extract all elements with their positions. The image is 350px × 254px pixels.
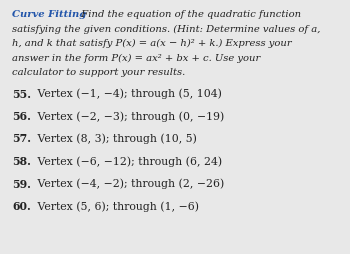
Text: answer in the form P(x) = ax² + bx + c. Use your: answer in the form P(x) = ax² + bx + c. … (12, 54, 260, 63)
Text: 56.: 56. (12, 111, 31, 122)
Text: Vertex (−1, −4); through (5, 104): Vertex (−1, −4); through (5, 104) (34, 88, 222, 99)
Text: 58.: 58. (12, 156, 31, 167)
Text: Find the equation of the quadratic function: Find the equation of the quadratic funct… (75, 10, 301, 19)
Text: 59.: 59. (12, 179, 31, 189)
Text: Vertex (8, 3); through (10, 5): Vertex (8, 3); through (10, 5) (34, 134, 197, 144)
Text: Vertex (−4, −2); through (2, −26): Vertex (−4, −2); through (2, −26) (34, 179, 224, 189)
Text: 60.: 60. (12, 201, 31, 212)
Text: 57.: 57. (12, 134, 31, 145)
Text: Vertex (−6, −12); through (6, 24): Vertex (−6, −12); through (6, 24) (34, 156, 222, 167)
Text: satisfying the given conditions. (Hint: Determine values of a,: satisfying the given conditions. (Hint: … (12, 24, 320, 34)
Text: Curve Fitting: Curve Fitting (12, 10, 86, 19)
Text: Vertex (5, 6); through (1, −6): Vertex (5, 6); through (1, −6) (34, 201, 199, 212)
Text: h, and k that satisfy P(x) = a(x − h)² + k.) Express your: h, and k that satisfy P(x) = a(x − h)² +… (12, 39, 292, 48)
Text: calculator to support your results.: calculator to support your results. (12, 68, 185, 77)
Text: 55.: 55. (12, 88, 31, 100)
Text: Vertex (−2, −3); through (0, −19): Vertex (−2, −3); through (0, −19) (34, 111, 224, 122)
